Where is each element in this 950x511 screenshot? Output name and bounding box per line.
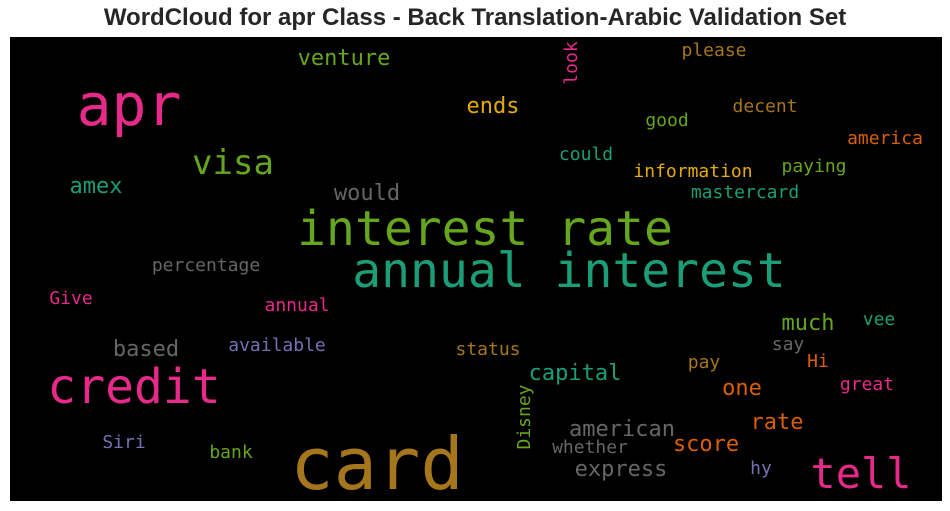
word-give: Give [49, 288, 93, 309]
word-capital: capital [528, 361, 622, 386]
word-status: status [455, 339, 521, 360]
word-cloud: apr venture please look ends decent good… [10, 37, 942, 501]
word-paying: paying [781, 156, 847, 177]
word-decent: decent [732, 96, 798, 117]
word-annual-interest: annual interest [352, 243, 786, 299]
chart-title: WordCloud for apr Class - Back Translati… [103, 4, 847, 31]
word-please: please [681, 40, 747, 61]
word-tell: tell [810, 449, 912, 498]
word-mastercard: mastercard [690, 182, 800, 203]
word-ends: ends [466, 94, 520, 119]
word-siri: Siri [102, 432, 146, 453]
word-say: say [771, 334, 805, 355]
word-look: look [561, 41, 582, 85]
word-much: much [781, 311, 835, 336]
word-american: american [569, 417, 675, 442]
word-available: available [228, 335, 326, 356]
word-vee: vee [862, 309, 896, 330]
word-based: based [112, 337, 180, 362]
word-disney: Disney [514, 384, 535, 450]
word-interest-rate: interest rate [297, 201, 673, 257]
word-score: score [672, 432, 740, 457]
word-visa: visa [192, 143, 274, 183]
word-information: information [633, 161, 753, 182]
word-credit: credit [47, 359, 221, 415]
word-card: card [290, 422, 464, 501]
word-hi: Hi [807, 351, 829, 372]
word-whether: whether [552, 437, 628, 458]
word-america: america [847, 128, 923, 149]
word-pay: pay [687, 352, 721, 373]
word-good: good [645, 110, 689, 131]
word-bank: bank [209, 442, 253, 463]
word-would: would [333, 181, 401, 206]
word-venture: venture [297, 46, 391, 71]
word-hy: hy [750, 458, 772, 479]
word-amex: amex [69, 174, 123, 199]
word-one: one [722, 376, 762, 401]
word-apr: apr [76, 71, 182, 139]
word-express: express [574, 457, 668, 482]
word-great: great [839, 374, 895, 395]
word-could: could [558, 144, 614, 165]
word-rate: rate [750, 410, 804, 435]
word-annual: annual [264, 295, 330, 316]
word-percentage: percentage [151, 255, 261, 276]
